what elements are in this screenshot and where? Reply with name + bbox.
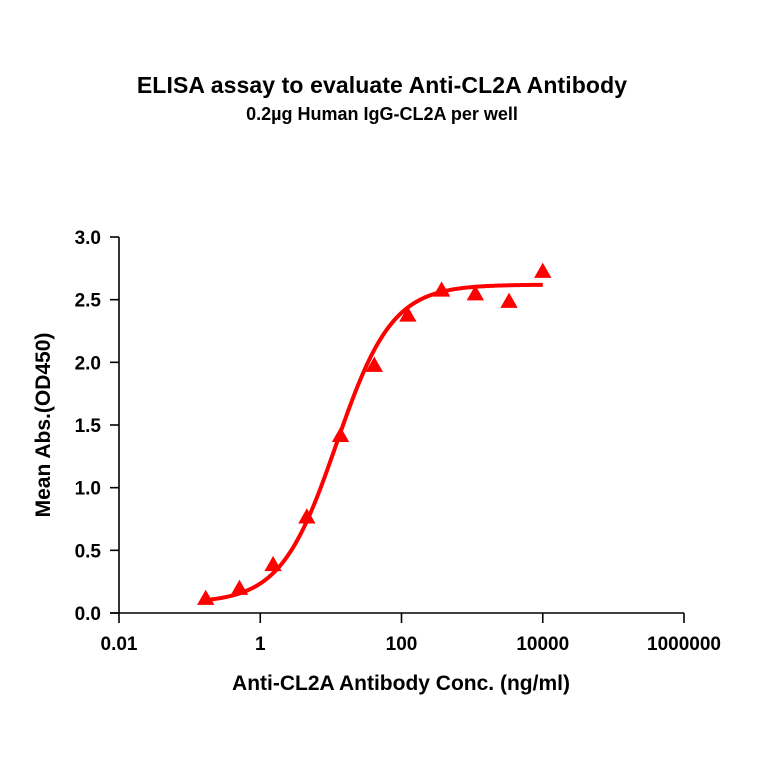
data-point-triangle-icon — [466, 285, 485, 301]
data-point-triangle-icon — [500, 292, 518, 308]
chart-title: ELISA assay to evaluate Anti-CL2A Antibo… — [136, 72, 628, 98]
y-tick-label: 1.0 — [75, 479, 101, 500]
data-point-triangle-icon — [432, 281, 451, 297]
x-tick-label: 100 — [386, 634, 418, 655]
chart-subtitle: 0.2µg Human IgG-CL2A per well — [246, 104, 518, 124]
data-point-triangle-icon — [298, 508, 316, 524]
y-axis-label: Mean Abs.(OD450) — [32, 333, 55, 518]
data-point-triangle-icon — [331, 426, 350, 443]
data-point-triangle-icon — [197, 589, 215, 605]
x-axis-label: Anti-CL2A Antibody Conc. (ng/ml) — [232, 672, 570, 695]
x-tick-label: 1000000 — [647, 634, 721, 655]
data-point-triangle-icon — [534, 262, 552, 278]
data-point-triangle-icon — [365, 356, 383, 372]
x-tick-label: 1 — [255, 634, 266, 655]
fit-curve — [205, 282, 544, 603]
y-tick-label: 3.0 — [75, 228, 101, 249]
y-tick-label: 0.0 — [75, 604, 101, 625]
data-point-triangle-icon — [264, 555, 282, 572]
axes: 0.0 0.5 1.0 1.5 2.0 2.5 3.0 0.01 1 100 10000 100000… — [75, 228, 721, 655]
data-point-triangle-icon — [230, 579, 249, 595]
data-point-triangle-icon — [399, 306, 417, 322]
data-points — [197, 262, 552, 605]
y-tick-label: 2.5 — [75, 291, 102, 312]
y-tick-label: 1.5 — [75, 416, 102, 437]
y-tick-label: 2.0 — [75, 353, 101, 374]
x-tick-label: 10000 — [516, 634, 569, 655]
x-tick-label: 0.01 — [101, 634, 138, 655]
y-tick-label: 0.5 — [75, 541, 102, 562]
